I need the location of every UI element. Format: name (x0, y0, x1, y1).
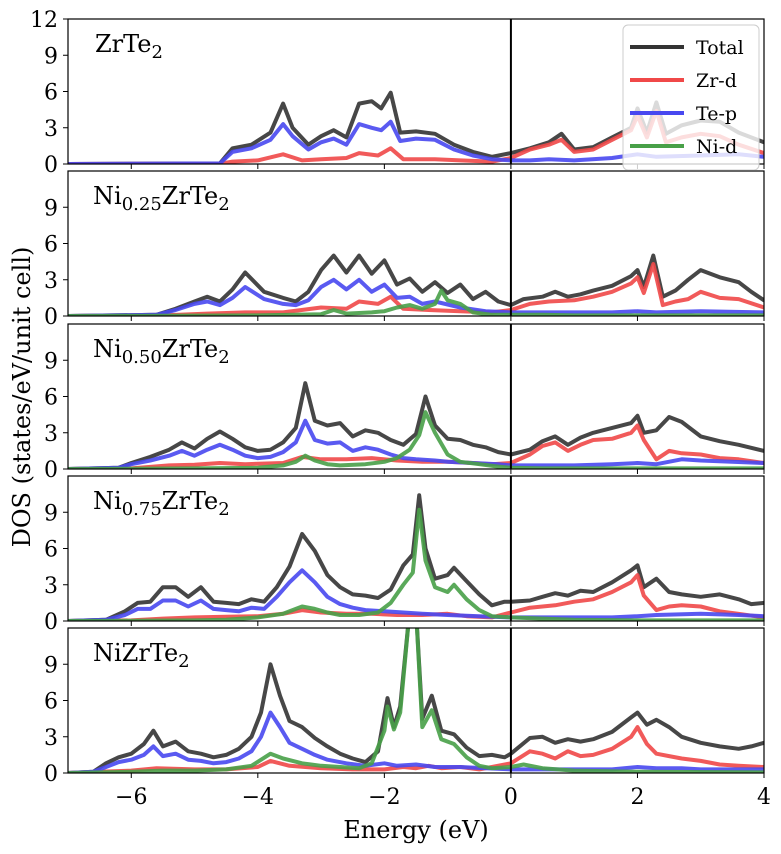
x-tick-label: 4 (757, 785, 771, 810)
y-tick-label: 0 (44, 153, 58, 178)
x-axis-label: Energy (eV) (343, 816, 488, 844)
series-line-nid-panel-1 (68, 288, 764, 316)
panel-label-text: ZrTe (162, 487, 219, 515)
legend-box (622, 24, 760, 171)
legend-label-total: Total (696, 37, 744, 59)
panel-label: Ni0.25ZrTe2 (93, 182, 230, 215)
y-tick-label: 0 (44, 610, 58, 635)
y-tick-label: 3 (44, 726, 58, 751)
y-tick-label: 6 (44, 690, 58, 715)
panel-label-subscript: 2 (218, 194, 229, 215)
y-tick-label: 12 (30, 8, 58, 33)
x-tick-label: −2 (368, 785, 400, 810)
panel-label-subscript: 0.50 (122, 347, 162, 368)
x-tick-label: 0 (504, 785, 518, 810)
y-tick-label: 6 (44, 81, 58, 106)
y-tick-label: 6 (44, 386, 58, 411)
panel-1: 0 3 6 9 Ni0.25ZrTe2 (44, 170, 765, 330)
panel-2: 0 3 6 9 Ni0.50ZrTe2 (44, 323, 765, 483)
y-tick-label: 9 (44, 44, 58, 69)
y-tick-label: 3 (44, 574, 58, 599)
series-line-tep-panel-0 (68, 119, 764, 164)
series-line-zrd-panel-2 (68, 423, 764, 469)
series-line-nid-panel-2 (68, 410, 764, 469)
y-tick-label: 6 (44, 233, 58, 258)
y-tick-label: 3 (44, 422, 58, 447)
panel-label-text: Ni (93, 335, 122, 363)
panel-label-text: NiZrTe (93, 639, 178, 667)
panel-plot-area (68, 381, 764, 469)
y-tick-label: 9 (44, 349, 58, 374)
y-tick-label: 9 (44, 501, 58, 526)
x-tick-label: 2 (630, 785, 644, 810)
series-line-total-panel-2 (68, 381, 764, 469)
panel-label-subscript: 2 (218, 499, 229, 520)
panel-label: NiZrTe2 (93, 639, 190, 672)
panel-label: Ni0.50ZrTe2 (93, 335, 230, 368)
panel-plot-area (68, 628, 764, 773)
y-axis-label: DOS (states/eV/unit cell) (8, 247, 36, 548)
y-tick-label: 0 (44, 762, 58, 787)
panel-label-subscript: 2 (218, 347, 229, 368)
legend-label-nid: Ni-d (696, 136, 737, 158)
panel-label-text: Ni (93, 182, 122, 210)
series-line-tep-panel-3 (68, 568, 764, 621)
series-line-zrd-panel-1 (68, 262, 764, 316)
series-line-nid-panel-4 (68, 628, 764, 773)
panel-label-text: ZrTe (162, 182, 219, 210)
series-line-tep-panel-2 (68, 418, 764, 469)
panel-plot-area (68, 253, 764, 316)
panel-label: ZrTe2 (95, 30, 163, 63)
panel-label: Ni0.75ZrTe2 (93, 487, 230, 520)
panel-label-subscript: 2 (178, 651, 189, 672)
legend-label-tep: Te-p (696, 103, 737, 125)
x-tick-label: −4 (242, 785, 274, 810)
panel-label-text: Ni (93, 487, 122, 515)
series-line-tep-panel-1 (68, 277, 764, 316)
y-tick-label: 0 (44, 305, 58, 330)
panel-label-subscript: 0.75 (122, 499, 162, 520)
panel-label-text: ZrTe (162, 335, 219, 363)
series-line-nid-panel-3 (68, 507, 764, 621)
legend-label-zrd: Zr-d (696, 70, 737, 92)
y-tick-label: 9 (44, 196, 58, 221)
x-axis-ticks: −6 −4 −2 0 2 4 (115, 785, 771, 810)
panel-label-subscript: 0.25 (122, 194, 162, 215)
x-tick-label: −6 (115, 785, 147, 810)
y-tick-label: 9 (44, 653, 58, 678)
y-tick-label: 0 (44, 458, 58, 483)
y-tick-label: 3 (44, 269, 58, 294)
panel-label-subscript: 2 (152, 42, 163, 63)
y-tick-label: 3 (44, 117, 58, 142)
panel-label-text: ZrTe (95, 30, 152, 58)
legend: Total Zr-d Te-p Ni-d (622, 24, 760, 171)
y-tick-label: 6 (44, 538, 58, 563)
panel-3: 0 3 6 9 Ni0.75ZrTe2 (44, 475, 765, 635)
panel-4: 0 3 6 9 NiZrTe2 (44, 627, 765, 787)
